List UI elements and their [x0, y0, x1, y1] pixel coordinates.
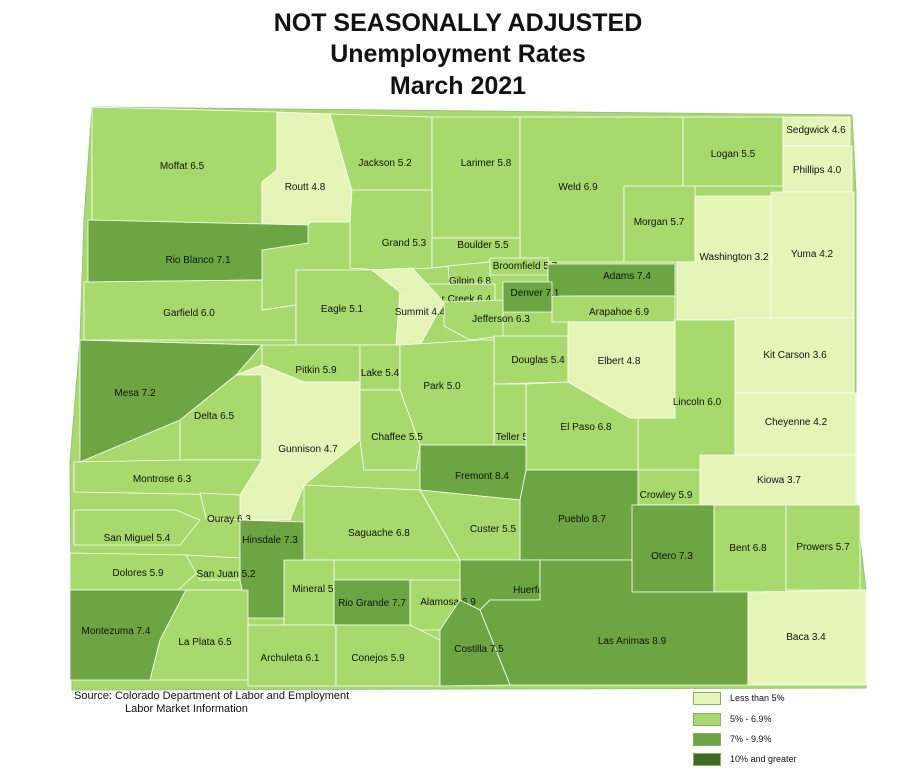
county-jefferson	[443, 299, 504, 341]
county-label-weld: Weld 6.9	[558, 182, 598, 193]
county-label-phillips: Phillips 4.0	[793, 165, 842, 176]
county-label-pueblo: Pueblo 8.7	[558, 514, 606, 525]
county-label-teller: Teller 5.9	[496, 432, 537, 443]
county-label-rio-grande: Rio Grande 7.7	[338, 598, 406, 609]
legend-swatch-2	[693, 713, 721, 726]
county-label-kit-carson: Kit Carson 3.6	[763, 350, 827, 361]
county-label-morgan: Morgan 5.7	[634, 217, 685, 228]
county-label-park: Park 5.0	[423, 381, 461, 392]
county-label-saguache: Saguache 6.8	[348, 528, 410, 539]
county-gunnison	[235, 364, 361, 521]
map-title-line-2: Unemployment Rates	[330, 40, 586, 68]
county-label-las-animas: Las Animas 8.9	[598, 636, 667, 647]
county-label-kiowa: Kiowa 3.7	[757, 475, 801, 486]
county-label-ouray: Ouray 6.3	[207, 514, 251, 525]
county-label-baca: Baca 3.4	[786, 632, 826, 643]
county-label-washington: Washington 3.2	[699, 252, 769, 263]
county-label-pitkin: Pitkin 5.9	[295, 365, 337, 376]
county-label-gunnison: Gunnison 4.7	[278, 444, 338, 455]
county-label-mineral: Mineral 5.4	[292, 584, 342, 595]
legend-label-1: Less than 5%	[730, 693, 785, 703]
legend-swatch-3	[693, 733, 721, 746]
county-san-miguel	[73, 509, 201, 546]
county-label-denver: Denver 7.1	[511, 288, 560, 299]
county-label-lincoln: Lincoln 6.0	[673, 397, 722, 408]
county-label-yuma: Yuma 4.2	[791, 249, 834, 260]
county-label-mesa: Mesa 7.2	[114, 388, 156, 399]
county-label-otero: Otero 7.3	[651, 551, 693, 562]
county-label-prowers: Prowers 5.7	[796, 542, 850, 553]
county-label-chaffee: Chaffee 5.5	[371, 432, 423, 443]
county-label-bent: Bent 6.8	[729, 543, 767, 554]
county-adams	[547, 263, 676, 301]
county-grand	[349, 189, 433, 271]
source-note: Source: Colorado Department of Labor and…	[74, 690, 349, 716]
source-line-1: Source: Colorado Department of Labor and…	[74, 690, 350, 702]
county-la-plata	[149, 589, 249, 681]
county-label-adams: Adams 7.4	[603, 271, 651, 282]
legend-item-3: 7% - 9.9%	[693, 733, 893, 747]
county-label-alamosa: Alamosa 6.9	[420, 597, 476, 608]
county-label-jefferson: Jefferson 6.3	[472, 314, 530, 325]
county-las-animas	[479, 559, 749, 686]
county-label-arapahoe: Arapahoe 6.9	[589, 307, 649, 318]
county-label-san-juan: San Juan 5.2	[197, 569, 256, 580]
county-label-archuleta: Archuleta 6.1	[261, 653, 320, 664]
county-label-sedgwick: Sedgwick 4.6	[786, 125, 846, 136]
county-label-larimer: Larimer 5.8	[461, 158, 512, 169]
county-label-routt: Routt 4.8	[285, 182, 326, 193]
county-label-boulder: Boulder 5.5	[457, 240, 509, 251]
legend-swatch-1	[693, 692, 721, 705]
county-larimer	[431, 116, 521, 239]
county-label-montezuma: Montezuma 7.4	[82, 626, 151, 637]
county-label-eagle: Eagle 5.1	[321, 304, 364, 315]
map-title-line-3: March 2021	[389, 72, 527, 100]
county-gilpin	[447, 261, 491, 289]
map-title-line-1: NOT SEASONALLY ADJUSTED	[273, 9, 643, 37]
county-label-san-miguel: San Miguel 5.4	[104, 533, 171, 544]
county-label-garfield: Garfield 6.0	[163, 308, 215, 319]
county-label-clear-creek: Clear Creek 6.4	[421, 294, 491, 305]
legend-item-1: Less than 5%	[693, 692, 893, 706]
legend-item-2: 5% - 6.9%	[693, 713, 893, 727]
source-line-2: Labor Market Information	[125, 703, 248, 715]
county-label-costilla: Costilla 7.5	[454, 644, 504, 655]
county-label-elbert: Elbert 4.8	[598, 356, 641, 367]
county-label-la-plata: La Plata 6.5	[178, 637, 232, 648]
county-label-dolores: Dolores 5.9	[112, 568, 164, 579]
county-label-cheyenne: Cheyenne 4.2	[765, 417, 828, 428]
county-label-grand: Grand 5.3	[382, 238, 427, 249]
county-label-jackson: Jackson 5.2	[358, 158, 412, 169]
county-label-broomfield: Broomfield 5.7	[493, 261, 558, 272]
county-montrose	[73, 459, 263, 496]
county-costilla	[439, 599, 511, 687]
county-chaffee	[359, 389, 421, 471]
county-label-gilpin: Gilpin 6.8	[449, 276, 492, 287]
county-label-rio-blanco: Rio Blanco 7.1	[165, 255, 230, 266]
legend-item-4: 10% and greater	[693, 753, 893, 767]
county-label-custer: Custer 5.5	[470, 524, 517, 535]
county-label-conejos: Conejos 5.9	[351, 653, 405, 664]
county-label-montrose: Montrose 6.3	[133, 474, 192, 485]
legend-swatch-4	[693, 753, 721, 766]
legend-label-3: 7% - 9.9%	[730, 734, 772, 744]
county-label-moffat: Moffat 6.5	[160, 161, 205, 172]
county-label-lake: Lake 5.4	[361, 368, 400, 379]
county-label-logan: Logan 5.5	[711, 149, 756, 160]
county-san-juan	[185, 554, 241, 581]
legend-label-2: 5% - 6.9%	[730, 714, 772, 724]
county-label-fremont: Fremont 8.4	[455, 471, 509, 482]
legend-label-4: 10% and greater	[730, 754, 797, 764]
county-label-hinsdale: Hinsdale 7.3	[242, 535, 298, 546]
county-label-delta: Delta 6.5	[194, 411, 234, 422]
county-label-crowley: Crowley 5.9	[640, 490, 693, 501]
county-baca	[747, 589, 867, 686]
county-label-douglas: Douglas 5.4	[511, 355, 565, 366]
county-label-el-paso: El Paso 6.8	[560, 422, 612, 433]
county-dolores	[69, 552, 201, 591]
county-label-summit: Summit 4.4	[395, 307, 446, 318]
county-otero	[631, 504, 715, 593]
